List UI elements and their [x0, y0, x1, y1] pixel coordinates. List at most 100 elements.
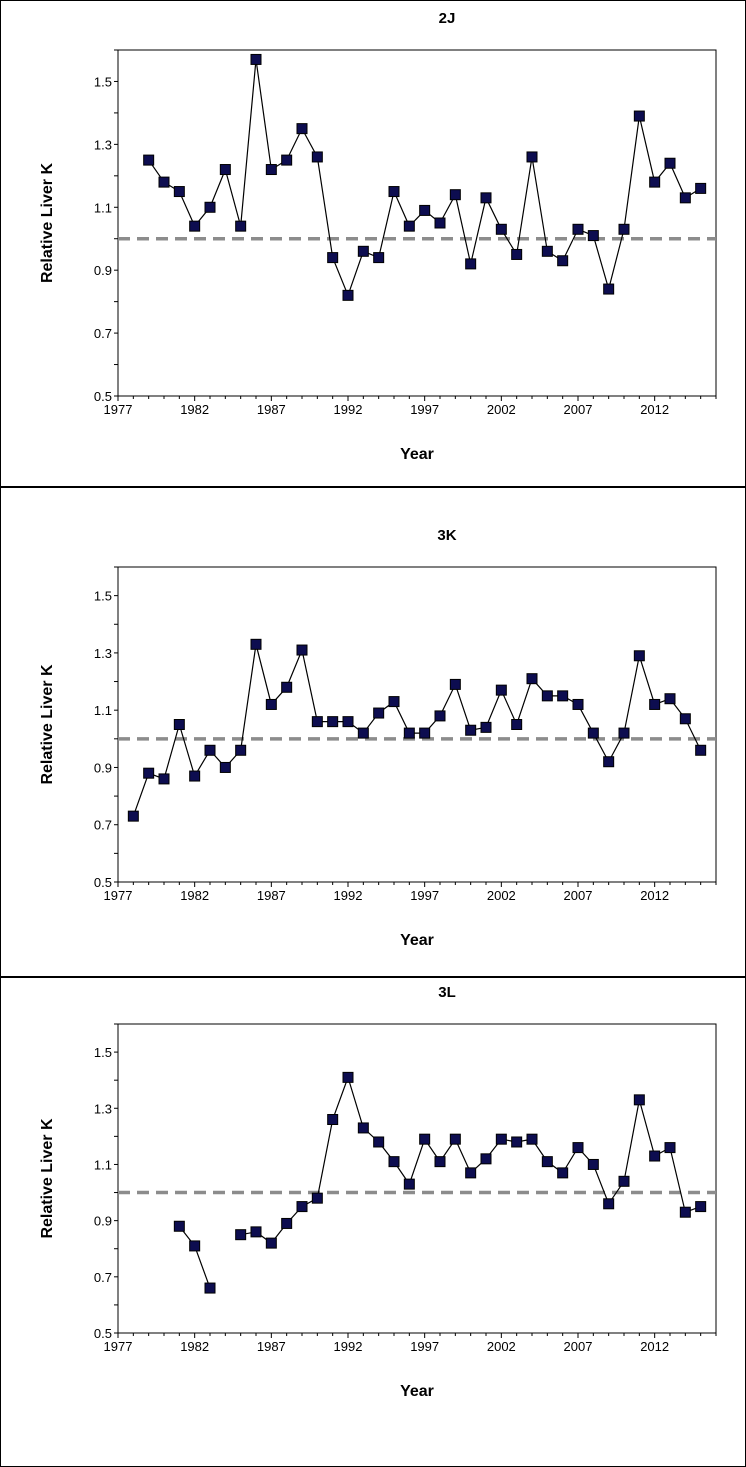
data-point: [618, 1175, 630, 1187]
data-point: [311, 151, 323, 163]
y-tick-label: 1.5: [94, 1045, 112, 1060]
y-tick-label: 0.7: [94, 1270, 112, 1285]
data-point: [158, 176, 170, 188]
data-point: [434, 710, 446, 722]
y-tick-label: 0.9: [94, 263, 112, 278]
data-point: [465, 724, 477, 736]
data-point: [204, 1282, 216, 1294]
panel-border: [0, 487, 746, 977]
y-tick-label: 0.5: [94, 875, 112, 890]
data-point: [434, 1156, 446, 1168]
data-point: [373, 1136, 385, 1148]
y-tick-label: 1.3: [94, 1101, 112, 1116]
x-tick-label: 1987: [257, 1339, 286, 1354]
x-tick-label: 1992: [334, 888, 363, 903]
data-point: [311, 1192, 323, 1204]
x-tick-label: 1997: [410, 402, 439, 417]
data-point: [388, 696, 400, 708]
x-tick-label: 1997: [410, 1339, 439, 1354]
y-tick-label: 1.5: [94, 589, 112, 604]
y-tick-label: 1.1: [94, 200, 112, 215]
chart-title: 2J: [439, 10, 456, 27]
data-point: [403, 220, 415, 232]
data-point: [649, 176, 661, 188]
data-point: [281, 681, 293, 693]
chart-title: 3L: [438, 984, 456, 1001]
data-point: [265, 698, 277, 710]
y-tick-label: 0.5: [94, 389, 112, 404]
data-point: [296, 1201, 308, 1213]
data-point: [419, 727, 431, 739]
data-point: [603, 756, 615, 768]
x-axis-title: Year: [400, 932, 434, 949]
x-axis-title: Year: [400, 446, 434, 463]
data-point: [403, 727, 415, 739]
data-point: [664, 1142, 676, 1154]
data-point: [695, 1201, 707, 1213]
data-point: [695, 182, 707, 194]
data-point: [572, 1142, 584, 1154]
data-point: [311, 716, 323, 728]
y-axis-title: Relative Liver K: [39, 163, 56, 284]
x-tick-label: 2007: [564, 402, 593, 417]
data-point: [373, 252, 385, 264]
data-point: [587, 230, 599, 242]
data-point: [373, 707, 385, 719]
data-point: [465, 258, 477, 270]
data-point: [572, 698, 584, 710]
data-point: [173, 1220, 185, 1232]
y-tick-label: 0.7: [94, 326, 112, 341]
data-point: [342, 1071, 354, 1083]
data-point: [127, 810, 139, 822]
plot-area-frame: [117, 1023, 717, 1334]
data-point: [541, 245, 553, 257]
data-point: [449, 189, 461, 201]
data-point: [480, 721, 492, 733]
x-tick-label: 1992: [334, 402, 363, 417]
data-point: [265, 1237, 277, 1249]
data-point: [419, 204, 431, 216]
data-point: [281, 154, 293, 166]
data-point: [158, 773, 170, 785]
data-point: [403, 1178, 415, 1190]
data-point: [449, 1133, 461, 1145]
y-tick-label: 0.9: [94, 1214, 112, 1229]
x-axis-title: Year: [400, 1383, 434, 1400]
x-tick-label: 1977: [104, 888, 133, 903]
data-point: [633, 110, 645, 122]
data-point: [587, 1158, 599, 1170]
data-point: [618, 223, 630, 235]
data-point: [173, 719, 185, 730]
data-point: [664, 157, 676, 169]
data-point: [388, 1156, 400, 1168]
data-point: [633, 650, 645, 662]
data-point: [250, 1226, 262, 1238]
data-point: [511, 248, 523, 260]
data-point: [281, 1217, 293, 1229]
data-point: [388, 186, 400, 198]
x-tick-label: 2012: [640, 888, 669, 903]
data-point: [204, 744, 216, 756]
x-tick-label: 2007: [564, 888, 593, 903]
data-point: [265, 164, 277, 176]
data-point: [541, 690, 553, 702]
data-point: [679, 192, 691, 204]
data-point: [419, 1133, 431, 1145]
data-point: [679, 1206, 691, 1218]
plot-area-frame: [117, 49, 717, 397]
data-point: [357, 1122, 369, 1134]
x-tick-label: 1997: [410, 888, 439, 903]
y-tick-label: 1.3: [94, 646, 112, 661]
data-point: [189, 220, 201, 232]
data-point: [511, 719, 523, 730]
data-point: [480, 1153, 492, 1165]
x-tick-label: 2012: [640, 402, 669, 417]
x-tick-label: 1992: [334, 1339, 363, 1354]
data-point: [541, 1156, 553, 1168]
data-point: [526, 673, 538, 685]
data-point: [526, 1133, 538, 1145]
y-tick-label: 1.5: [94, 74, 112, 89]
y-tick-label: 1.3: [94, 137, 112, 152]
data-point: [511, 1136, 523, 1148]
data-point: [434, 217, 446, 229]
